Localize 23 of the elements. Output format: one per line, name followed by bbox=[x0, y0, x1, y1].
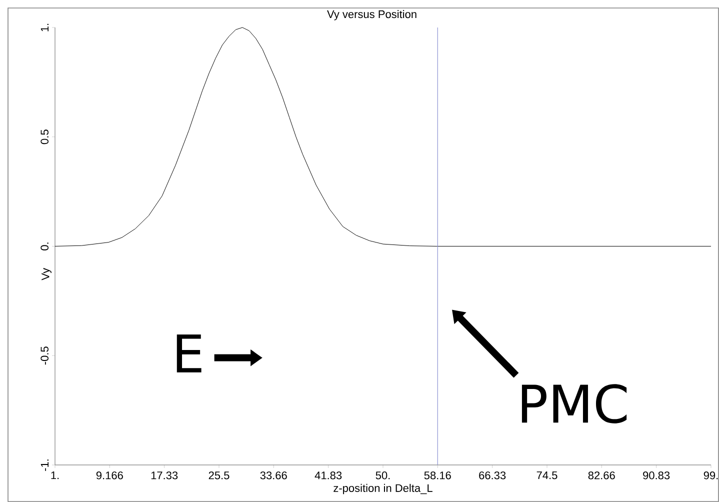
x-tick-label: 90.83 bbox=[643, 471, 670, 480]
x-tick-label: 17.33 bbox=[151, 471, 178, 480]
x-tick-label: 9.166 bbox=[96, 471, 123, 480]
annotation: PMC bbox=[522, 384, 627, 424]
x-tick-label: 82.66 bbox=[588, 471, 615, 480]
x-tick-label: 50. bbox=[376, 471, 390, 480]
x-tick-label: 25.5 bbox=[208, 471, 230, 480]
y-tick-label: -0.5 bbox=[40, 346, 48, 365]
y-tick-label: 0.5 bbox=[40, 130, 48, 144]
y-tick-label: -1. bbox=[40, 460, 48, 471]
chart-title: Vy versus Position bbox=[327, 10, 416, 20]
x-tick-label: 33.66 bbox=[260, 471, 287, 480]
x-axis-title: z-position in Delta_L bbox=[334, 484, 432, 494]
x-tick-label: 66.33 bbox=[479, 471, 506, 480]
x-tick-label: 99. bbox=[704, 471, 718, 480]
x-tick-label: 58.16 bbox=[424, 471, 451, 480]
y-tick-label: 1. bbox=[40, 24, 48, 32]
y-axis-title: Vy bbox=[42, 268, 52, 280]
y-tick-label: 0. bbox=[40, 242, 48, 250]
x-tick-label: 41.83 bbox=[314, 471, 342, 480]
x-tick-label: 1. bbox=[51, 472, 59, 480]
annotation: E bbox=[176, 334, 202, 372]
x-tick-label: 74.5 bbox=[536, 472, 558, 480]
